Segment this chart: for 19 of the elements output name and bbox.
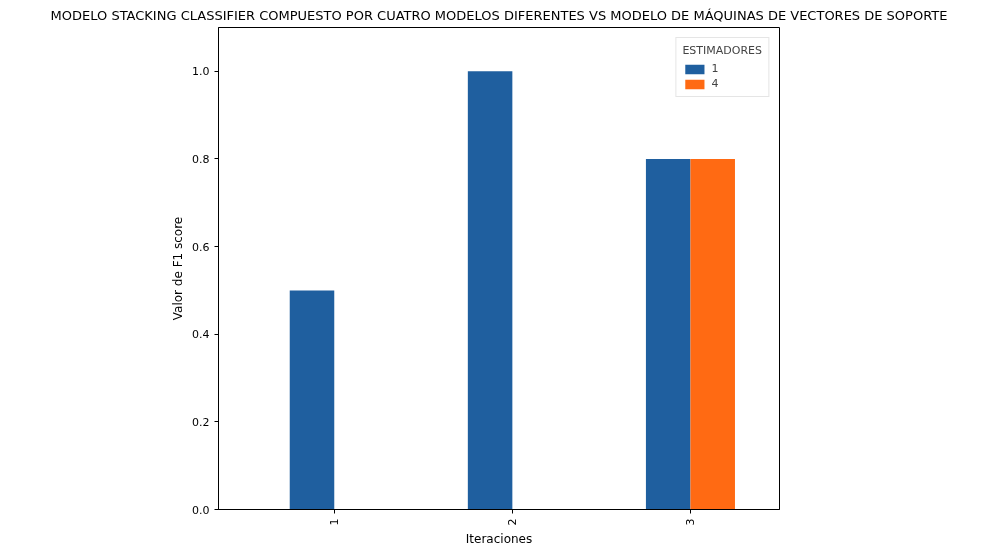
bar (645, 158, 691, 510)
x-axis-title: Iteraciones (465, 532, 533, 547)
y-tick-label: 0.2 (192, 415, 210, 429)
y-tick-label: 1.0 (192, 65, 210, 79)
y-tick-label: 0.6 (192, 240, 210, 254)
x-tick-label: 3 (684, 518, 698, 526)
y-axis-title: Valor de F1 score (171, 216, 186, 321)
bar (690, 158, 735, 510)
legend-title: ESTIMADORES (682, 44, 762, 57)
x-tick-label: 1 (328, 518, 342, 526)
bar (467, 71, 513, 510)
chart-title: MODELO STACKING CLASSIFIER COMPUESTO POR CUATRO MODELOS DIFERENTES VS MODELO DE MÁQUINAS DE VECTORES DE SOPORTE (50, 7, 948, 23)
legend-label: 1 (711, 62, 720, 75)
legend-label: 4 (711, 77, 720, 90)
y-tick-label: 0.4 (192, 328, 210, 342)
y-tick-label: 0.8 (192, 152, 210, 166)
x-tick-label: 2 (506, 518, 520, 526)
bar (289, 290, 335, 510)
y-tick-label: 0.0 (192, 503, 210, 517)
